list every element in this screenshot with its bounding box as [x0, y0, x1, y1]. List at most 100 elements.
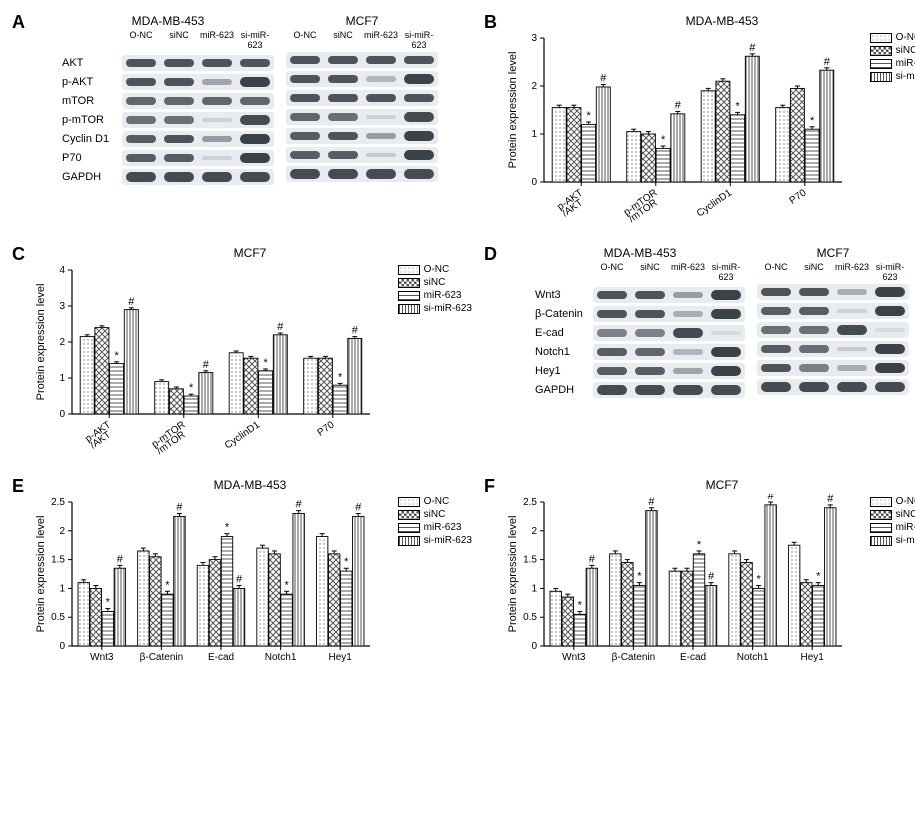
blot-row	[286, 147, 438, 163]
panel-b-legend: O-NCsiNCmiR-623si-miR-623	[870, 32, 915, 84]
western-band	[834, 285, 870, 299]
blot-row	[286, 128, 438, 144]
blot-row: Notch1	[535, 344, 745, 360]
blot-title: MDA-MB-453	[604, 246, 677, 260]
western-band	[363, 148, 399, 162]
western-band	[123, 75, 159, 89]
blot-row	[286, 71, 438, 87]
band-strip	[593, 306, 745, 322]
legend-swatch	[398, 291, 420, 301]
svg-text:*: *	[284, 579, 289, 591]
blot-row	[757, 322, 909, 338]
panel-d: D MDA-MB-453O-NCsiNCmiR-623si-miR-623Wnt…	[482, 242, 915, 466]
western-band	[237, 132, 273, 146]
band-strip	[757, 322, 909, 338]
legend-item: si-miR-623	[870, 535, 915, 546]
western-band	[401, 167, 437, 181]
western-band	[237, 170, 273, 184]
western-band	[594, 383, 630, 397]
blot-row-label: GAPDH	[535, 384, 589, 396]
svg-text:2: 2	[59, 337, 65, 348]
western-band	[834, 304, 870, 318]
legend-item: siNC	[870, 45, 915, 56]
western-band	[363, 53, 399, 67]
svg-text:#: #	[749, 42, 756, 54]
svg-text:#: #	[768, 494, 775, 502]
western-band	[401, 72, 437, 86]
svg-text:*: *	[165, 579, 170, 591]
legend-swatch	[398, 265, 420, 275]
panel-e: E MDA-MB-453 00.511.522.5Protein express…	[10, 474, 474, 698]
svg-text:*: *	[661, 134, 666, 146]
svg-text:1.5: 1.5	[51, 555, 65, 566]
panel-f-legend: O-NCsiNCmiR-623si-miR-623	[870, 496, 915, 548]
western-band	[199, 56, 235, 70]
svg-text:*: *	[810, 115, 815, 127]
band-strip	[593, 363, 745, 379]
band-strip	[286, 109, 438, 125]
band-strip	[122, 131, 274, 147]
band-strip	[593, 325, 745, 341]
band-strip	[757, 379, 909, 395]
svg-text:#: #	[600, 73, 607, 85]
western-band	[237, 75, 273, 89]
svg-text:#: #	[352, 325, 359, 337]
legend-label: si-miR-623	[424, 303, 472, 314]
western-band	[325, 110, 361, 124]
western-band	[123, 113, 159, 127]
blot-row: p-mTOR	[62, 112, 274, 128]
western-band	[237, 56, 273, 70]
western-band	[632, 288, 668, 302]
panel-b-chart: 0123Protein expression level*#p-AKT/AKT*…	[502, 30, 915, 230]
svg-text:*: *	[637, 571, 642, 583]
svg-text:Protein expression level: Protein expression level	[35, 516, 47, 633]
western-band	[872, 285, 908, 299]
western-band	[632, 364, 668, 378]
svg-text:0: 0	[531, 641, 537, 652]
band-strip	[122, 55, 274, 71]
legend-swatch	[870, 59, 892, 69]
blot-row: GAPDH	[62, 169, 274, 185]
legend-item: si-miR-623	[870, 71, 915, 82]
western-band	[363, 110, 399, 124]
band-strip	[286, 128, 438, 144]
western-band	[161, 75, 197, 89]
svg-text:*: *	[586, 110, 591, 122]
legend-swatch	[870, 497, 892, 507]
svg-text:E-cad: E-cad	[208, 652, 234, 663]
western-band	[287, 72, 323, 86]
western-band	[161, 132, 197, 146]
western-band	[325, 91, 361, 105]
blot-row	[757, 360, 909, 376]
western-band	[325, 167, 361, 181]
western-band	[796, 342, 832, 356]
band-strip	[757, 284, 909, 300]
svg-text:4: 4	[59, 265, 65, 276]
western-band	[199, 151, 235, 165]
western-band	[363, 129, 399, 143]
western-band	[632, 307, 668, 321]
western-band	[758, 361, 794, 375]
panel-a-label: A	[12, 12, 25, 33]
western-band	[872, 342, 908, 356]
panel-a-blots: MDA-MB-453O-NCsiNCmiR-623si-miR-623AKTp-…	[30, 14, 470, 188]
svg-text:0: 0	[59, 409, 65, 420]
svg-text:β-Catenin: β-Catenin	[612, 652, 656, 663]
svg-text:Protein expression level: Protein expression level	[507, 52, 519, 169]
western-band	[287, 91, 323, 105]
blot-row	[757, 303, 909, 319]
svg-text:Hey1: Hey1	[801, 652, 825, 663]
western-band	[287, 148, 323, 162]
western-band	[401, 110, 437, 124]
western-band	[796, 361, 832, 375]
band-strip	[593, 344, 745, 360]
blot-row	[757, 284, 909, 300]
svg-text:0.5: 0.5	[51, 612, 65, 623]
svg-text:β-Catenin: β-Catenin	[140, 652, 184, 663]
western-band	[401, 91, 437, 105]
blot-row: Wnt3	[535, 287, 745, 303]
panel-b-label: B	[484, 12, 497, 33]
svg-text:1.5: 1.5	[523, 555, 537, 566]
svg-text:#: #	[277, 321, 284, 333]
svg-text:Protein expression level: Protein expression level	[35, 284, 47, 401]
